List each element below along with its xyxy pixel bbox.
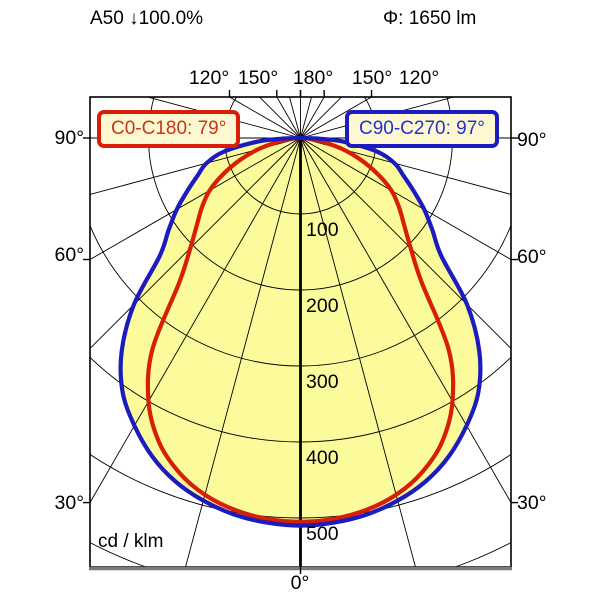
grid-ray-285 xyxy=(90,137,301,195)
angle-label-top-0: 120° xyxy=(189,67,229,89)
angle-label-top-4: 120° xyxy=(399,67,439,89)
angle-label-bottom-0: 0° xyxy=(291,572,310,594)
angle-label-left-2: 30° xyxy=(55,492,85,514)
grid-ray-45 xyxy=(300,137,511,350)
luminous-flux-label: Φ: 1650 lm xyxy=(383,8,477,29)
ring-label-300: 300 xyxy=(306,371,339,393)
unit-label: cd / klm xyxy=(98,531,164,552)
curve-c90-c270 xyxy=(118,135,483,528)
angle-label-right-0: 90° xyxy=(517,129,547,151)
ring-label-500: 500 xyxy=(306,523,339,545)
ring-label-200: 200 xyxy=(306,295,339,317)
ring-label-100: 100 xyxy=(306,219,339,241)
grid-ray-330 xyxy=(90,137,301,504)
angle-label-top-3: 150° xyxy=(352,67,392,89)
angle-label-left-1: 60° xyxy=(55,244,85,266)
grid-ray-15 xyxy=(300,137,416,567)
ring-label-400: 400 xyxy=(306,447,339,469)
grid-ray-345 xyxy=(185,137,301,567)
grid-ray-75 xyxy=(300,137,511,195)
angle-label-left-0: 90° xyxy=(55,127,85,149)
angle-label-top-1: 150° xyxy=(238,67,278,89)
flux-fraction-label: A50 ↓100.0% xyxy=(90,8,204,29)
legend-c90-c270-beam-angle: C90-C270: 97° xyxy=(345,110,499,148)
grid-ray-315 xyxy=(90,137,301,350)
curve-c0-c180 xyxy=(145,135,456,524)
angle-label-right-1: 60° xyxy=(517,246,547,268)
grid-ray-30 xyxy=(300,137,511,504)
angle-label-top-2: 180° xyxy=(293,67,333,89)
legend-c0-c180-beam-angle: C0-C180: 79° xyxy=(97,110,241,148)
angle-label-right-2: 30° xyxy=(517,492,547,514)
